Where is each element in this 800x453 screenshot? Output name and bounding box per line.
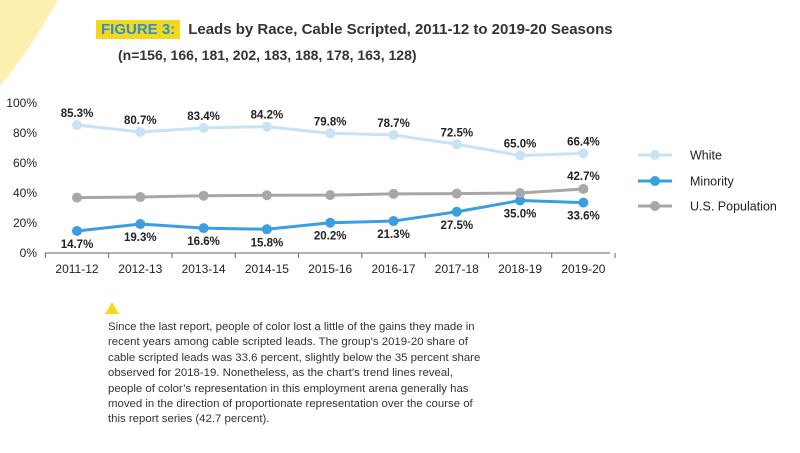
data-label-white: 78.7% [377,118,410,130]
data-point-minority [72,225,82,236]
data-point-white [451,139,462,150]
legend-marker-white [650,150,660,160]
data-label-white: 65.0% [504,139,537,151]
y-tick-label: 80% [13,126,37,140]
x-tick-label: 2011-12 [55,262,98,276]
data-point-population [261,190,272,201]
data-label-minority: 15.8% [251,237,284,249]
data-label-minority: 14.7% [61,239,94,251]
x-tick-label: 2015-16 [308,262,352,276]
data-point-population [72,192,82,203]
data-point-white [515,150,526,161]
data-point-white [325,128,336,139]
y-tick-label: 60% [13,156,37,170]
warning-triangle-icon [105,302,119,314]
data-label-population: 42.7% [567,171,600,183]
data-point-white [578,148,589,159]
chart-header: FIGURE 3: Leads by Race, Cable Scripted,… [96,20,656,63]
x-tick-label: 2018-19 [498,262,542,276]
corner-decoration [0,0,58,86]
data-label-white: 80.7% [124,115,157,127]
data-label-minority: 21.3% [377,229,410,241]
y-tick-label: 20% [13,216,37,230]
data-label-white: 79.8% [314,116,347,128]
data-point-white [135,126,146,137]
x-tick-label: 2013-14 [182,262,226,276]
x-tick-label: 2017-18 [435,262,479,276]
legend-label-minority: Minority [690,175,735,189]
y-tick-label: 100% [6,96,37,110]
data-label-minority: 33.6% [567,211,600,223]
data-point-minority [515,195,526,206]
legend-marker-minority [650,176,660,186]
data-point-minority [198,223,209,234]
chart-subtitle: (n=156, 166, 181, 202, 183, 188, 178, 16… [118,47,417,63]
data-point-white [388,129,399,140]
x-tick-label: 2014-15 [245,262,289,276]
line-chart: 0% 20% 40% 60% 80% 100% 2011-12 2012-13 2013-14 2… [6,96,777,276]
data-point-white [198,122,209,133]
x-tick-label: 2019-20 [561,262,605,276]
figure-label: FIGURE 3: [96,20,181,39]
corner-shape [0,0,58,86]
data-label-minority: 27.5% [440,220,473,232]
data-point-population [451,188,462,199]
x-tick-label: 2012-13 [118,262,162,276]
y-tick-label: 0% [20,246,38,260]
data-label-minority: 16.6% [187,236,220,248]
data-point-population [325,190,336,201]
x-tick-label: 2016-17 [371,262,415,276]
data-label-minority: 19.3% [124,232,157,244]
data-point-minority [578,197,589,208]
data-label-white: 83.4% [187,111,220,123]
data-point-minority [135,219,146,230]
legend-label-white: White [690,149,722,163]
data-point-minority [451,206,462,217]
data-point-population [388,188,399,199]
chart-title: Leads by Race, Cable Scripted, 2011-12 t… [188,21,613,38]
data-point-minority [325,217,336,228]
y-tick-label: 40% [13,186,37,200]
data-label-white: 85.3% [61,108,94,120]
commentary-paragraph: Since the last report, people of color l… [108,321,481,426]
data-label-white: 66.4% [567,136,600,148]
legend-marker-population [650,201,660,211]
data-point-white [72,120,82,131]
data-label-white: 84.2% [251,110,284,122]
data-point-population [198,190,209,201]
data-label-minority: 35.0% [504,209,537,221]
data-point-minority [261,224,272,235]
data-point-white [261,121,272,132]
data-point-population [578,183,589,194]
data-label-minority: 20.2% [314,231,347,243]
data-point-population [515,188,526,198]
legend-label-population: U.S. Population [690,200,777,214]
data-point-minority [388,216,399,227]
data-label-white: 72.5% [440,127,473,139]
data-point-population [135,192,146,203]
